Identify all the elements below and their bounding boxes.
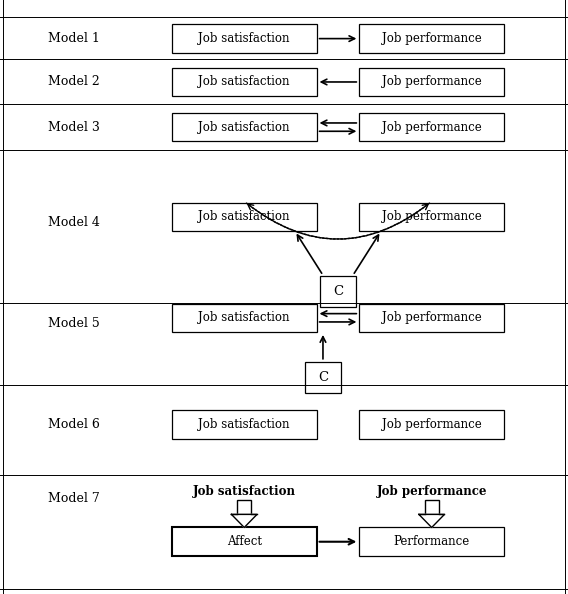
Text: Job performance: Job performance <box>382 418 482 431</box>
FancyBboxPatch shape <box>360 410 504 439</box>
Text: Job performance: Job performance <box>382 311 482 324</box>
Text: Job satisfaction: Job satisfaction <box>193 485 296 498</box>
Text: Model 2: Model 2 <box>48 75 100 89</box>
Text: Model 6: Model 6 <box>48 418 100 431</box>
FancyBboxPatch shape <box>360 24 504 53</box>
Text: Model 3: Model 3 <box>48 121 100 134</box>
FancyBboxPatch shape <box>360 113 504 141</box>
Text: Model 7: Model 7 <box>48 492 100 505</box>
FancyBboxPatch shape <box>172 203 317 231</box>
Text: Model 1: Model 1 <box>48 32 100 45</box>
Text: Job satisfaction: Job satisfaction <box>198 418 290 431</box>
Text: Job performance: Job performance <box>382 75 482 89</box>
Text: Job performance: Job performance <box>382 32 482 45</box>
Text: C: C <box>333 285 343 298</box>
Text: Job performance: Job performance <box>377 485 487 498</box>
Text: Job satisfaction: Job satisfaction <box>198 121 290 134</box>
FancyBboxPatch shape <box>360 304 504 332</box>
Text: Affect: Affect <box>227 535 262 548</box>
Text: Job satisfaction: Job satisfaction <box>198 210 290 223</box>
FancyBboxPatch shape <box>425 500 439 514</box>
Text: Job performance: Job performance <box>382 210 482 223</box>
Text: Model 4: Model 4 <box>48 216 100 229</box>
Text: Job satisfaction: Job satisfaction <box>198 75 290 89</box>
Text: Job satisfaction: Job satisfaction <box>198 311 290 324</box>
FancyBboxPatch shape <box>319 276 357 307</box>
FancyBboxPatch shape <box>304 362 341 393</box>
FancyBboxPatch shape <box>172 410 317 439</box>
Polygon shape <box>232 514 257 527</box>
FancyBboxPatch shape <box>172 304 317 332</box>
FancyBboxPatch shape <box>172 24 317 53</box>
FancyBboxPatch shape <box>172 527 317 556</box>
FancyBboxPatch shape <box>360 527 504 556</box>
Text: Performance: Performance <box>394 535 470 548</box>
Text: Model 5: Model 5 <box>48 317 100 330</box>
Polygon shape <box>419 514 444 527</box>
FancyBboxPatch shape <box>237 500 251 514</box>
FancyBboxPatch shape <box>172 113 317 141</box>
FancyBboxPatch shape <box>172 68 317 96</box>
Text: C: C <box>318 371 328 384</box>
Text: Job performance: Job performance <box>382 121 482 134</box>
FancyBboxPatch shape <box>360 203 504 231</box>
FancyBboxPatch shape <box>360 68 504 96</box>
Text: Job satisfaction: Job satisfaction <box>198 32 290 45</box>
